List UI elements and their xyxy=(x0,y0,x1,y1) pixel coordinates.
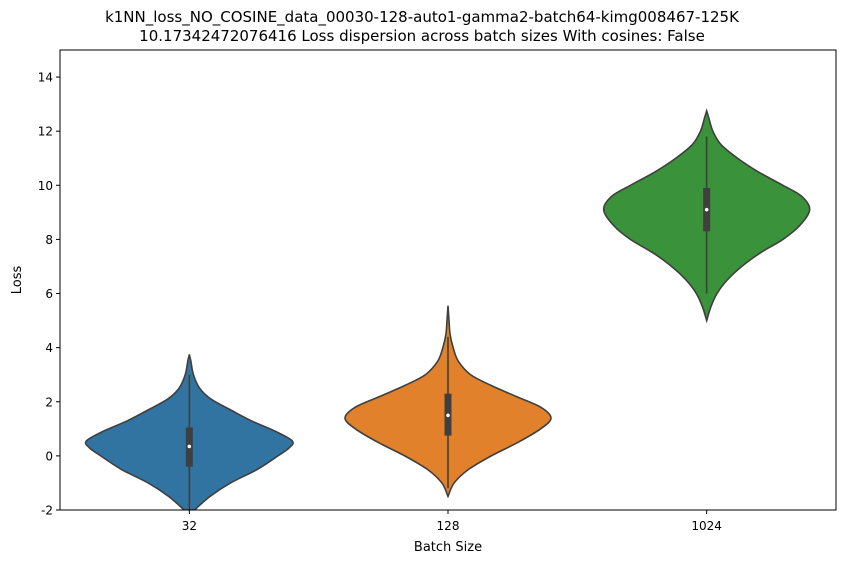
x-axis-label: Batch Size xyxy=(414,540,482,555)
y-tick-label: 10 xyxy=(38,179,53,193)
chart-title-line-2: 10.17342472076416 Loss dispersion across… xyxy=(139,27,705,45)
x-tick-label: 1024 xyxy=(691,519,722,533)
x-tick-label: 128 xyxy=(437,519,460,533)
y-tick-label: 0 xyxy=(45,449,53,463)
y-tick-label: 2 xyxy=(45,395,53,409)
chart-title-line-1: k1NN_loss_NO_COSINE_data_00030-128-auto1… xyxy=(105,8,739,26)
y-tick-label: -2 xyxy=(41,504,53,518)
y-tick-label: 8 xyxy=(45,233,53,247)
violin-median-1024 xyxy=(704,207,709,212)
violin-median-128 xyxy=(446,413,450,418)
y-axis: -2 0 2 4 6 8 10 12 14 xyxy=(38,71,60,518)
y-tick-label: 12 xyxy=(38,125,53,139)
violin-median-32 xyxy=(187,444,192,449)
x-axis: 32 128 1024 xyxy=(182,510,722,533)
x-tick-label: 32 xyxy=(182,519,197,533)
y-tick-label: 6 xyxy=(45,287,53,301)
y-tick-label: 4 xyxy=(45,341,53,355)
y-axis-label: Loss xyxy=(10,266,25,295)
y-tick-label: 14 xyxy=(38,71,53,85)
violin-group xyxy=(84,108,811,510)
